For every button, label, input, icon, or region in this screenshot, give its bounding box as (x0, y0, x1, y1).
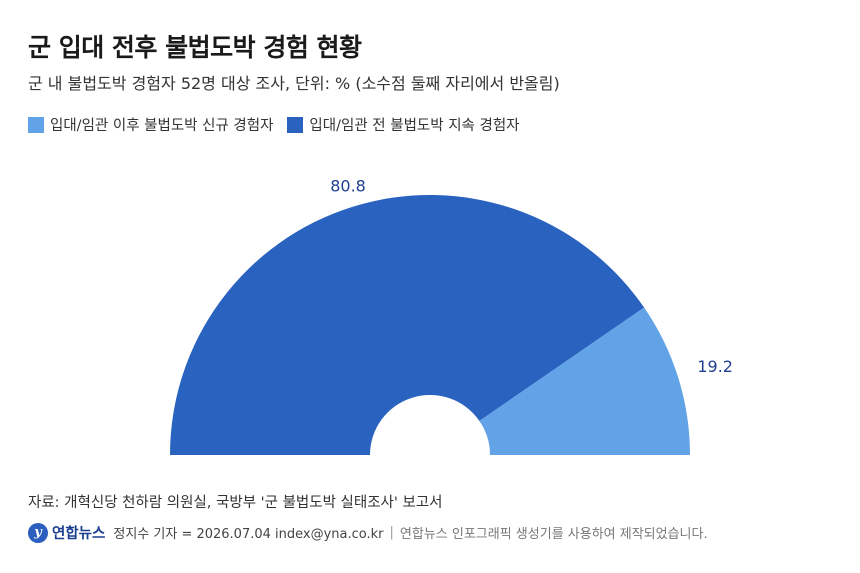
legend-item-continued: 입대/임관 전 불법도박 지속 경험자 (287, 114, 520, 135)
slice-new (479, 307, 690, 455)
source-note: 자료: 개혁신당 천하람 의원실, 국방부 '군 불법도박 실태조사' 보고서 (28, 495, 443, 511)
logo-text: 연합뉴스 (52, 526, 106, 542)
data-label-new: 19.2 (697, 357, 733, 376)
legend-item-new: 입대/임관 이후 불법도박 신규 경험자 (28, 114, 273, 135)
half-donut-chart: 80.8 19.2 (170, 176, 733, 455)
data-label-continued: 80.8 (330, 176, 366, 195)
legend-label-new: 입대/임관 이후 불법도박 신규 경험자 (50, 118, 274, 134)
footer: y 연합뉴스 정지수 기자 = 2026.07.04 index@yna.co.… (28, 522, 708, 543)
credit: 정지수 기자 = 2026.07.04 index@yna.co.kr (113, 527, 384, 542)
yonhap-logo: y 연합뉴스 (28, 522, 105, 543)
chart-subtitle: 군 내 불법도박 경험자 52명 대상 조사, 단위: % (소수점 둘째 자리… (28, 74, 560, 93)
legend: 입대/임관 이후 불법도박 신규 경험자 입대/임관 전 불법도박 지속 경험자 (28, 114, 534, 135)
chart-title: 군 입대 전후 불법도박 경험 현황 (28, 33, 362, 62)
legend-swatch-new (28, 116, 44, 133)
yonhap-logo-icon: y (28, 522, 48, 543)
footer-note: 연합뉴스 인포그래픽 생성기를 사용하여 제작되었습니다. (399, 527, 708, 542)
footer-separator: | (389, 525, 394, 540)
legend-label-continued: 입대/임관 전 불법도박 지속 경험자 (309, 118, 520, 134)
slice-continued (170, 194, 645, 455)
legend-swatch-continued (287, 116, 304, 133)
